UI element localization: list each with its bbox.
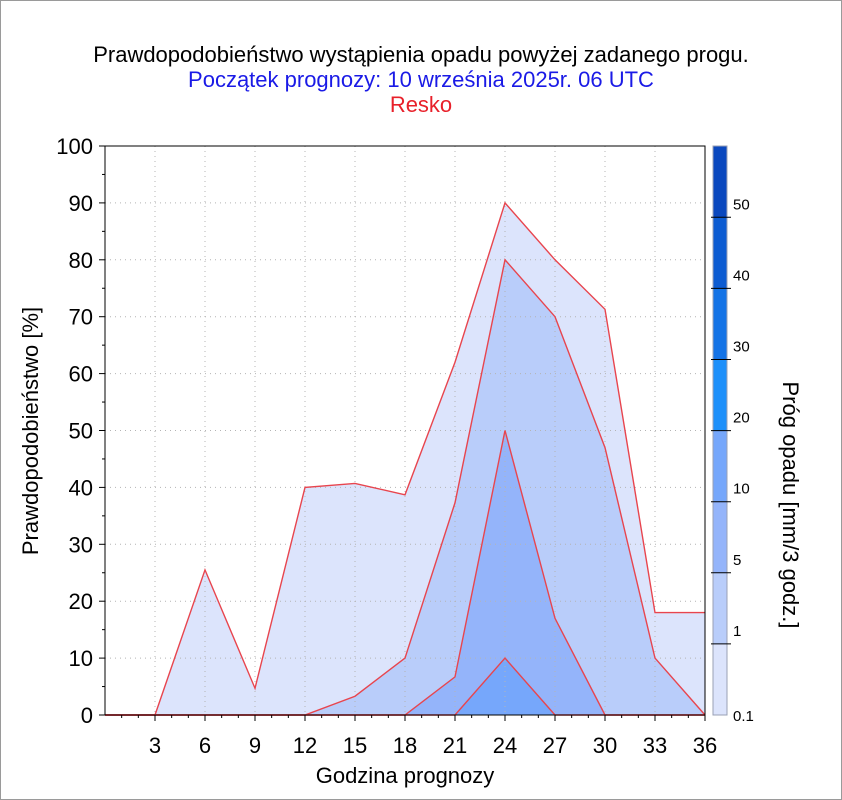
x-tick-label-24: 24 — [493, 733, 517, 758]
x-tick-label-3: 3 — [149, 733, 161, 758]
chart-title: Prawdopodobieństwo wystąpienia opadu pow… — [93, 42, 749, 67]
colorbar-label-20: 20 — [733, 410, 750, 427]
x-tick-label-27: 27 — [543, 733, 567, 758]
station-name: Resko — [389, 92, 453, 117]
y-tick-label-40: 40 — [69, 475, 93, 500]
colorbar-segment-5 — [713, 288, 727, 360]
x-tick-label-21: 21 — [443, 733, 467, 758]
x-tick-label-33: 33 — [643, 733, 667, 758]
series-line-0-1 — [105, 201, 705, 716]
colorbar-segment-4 — [713, 359, 727, 431]
colorbar-segment-2 — [713, 501, 727, 573]
colorbar-label-50: 50 — [733, 196, 750, 213]
x-tick-label-36: 36 — [693, 733, 717, 758]
y-tick-label-60: 60 — [69, 362, 93, 387]
y-axis-label: Prawdopodobieństwo [%] — [18, 307, 43, 555]
colorbar-segment-7 — [713, 146, 727, 218]
area-layer — [105, 202, 705, 715]
area-threshold-5 — [105, 430, 705, 715]
colorbar-label-5: 5 — [733, 552, 741, 569]
colorbar-label-0-1: 0.1 — [733, 708, 754, 725]
x-tick-label-9: 9 — [249, 733, 261, 758]
colorbar-label-10: 10 — [733, 481, 750, 498]
y-tick-label-90: 90 — [69, 191, 93, 216]
colorbar-segment-1 — [713, 572, 727, 644]
colorbar-segment-3 — [713, 430, 727, 502]
colorbar-label-1: 1 — [733, 623, 741, 640]
axes-layer: 3 6 9 12 15 18 21 24 27 30 33 360102030405060708090… — [56, 134, 717, 758]
y-tick-label-50: 50 — [69, 419, 93, 444]
x-tick-label-12: 12 — [293, 733, 317, 758]
colorbar-segment-6 — [713, 217, 727, 289]
colorbar-label: Próg opadu [mm/3 godz.] — [778, 381, 803, 628]
x-tick-label-18: 18 — [393, 733, 417, 758]
colorbar-label-30: 30 — [733, 339, 750, 356]
y-tick-label-0: 0 — [81, 703, 93, 728]
y-tick-label-10: 10 — [69, 646, 93, 671]
x-tick-label-15: 15 — [343, 733, 367, 758]
x-tick-label-30: 30 — [593, 733, 617, 758]
x-tick-label-6: 6 — [199, 733, 211, 758]
y-tick-label-70: 70 — [69, 305, 93, 330]
colorbar: 0.1 1 5 10 20 30 40 50 — [711, 145, 754, 725]
x-axis-label: Godzina prognozy — [316, 763, 495, 788]
y-tick-label-30: 30 — [69, 532, 93, 557]
y-tick-label-100: 100 — [56, 134, 93, 159]
y-tick-label-80: 80 — [69, 248, 93, 273]
chart-subtitle: Początek prognozy: 10 września 2025r. 06… — [188, 67, 654, 92]
colorbar-segment-0 — [713, 643, 727, 715]
y-tick-label-20: 20 — [69, 589, 93, 614]
colorbar-label-40: 40 — [733, 267, 750, 284]
